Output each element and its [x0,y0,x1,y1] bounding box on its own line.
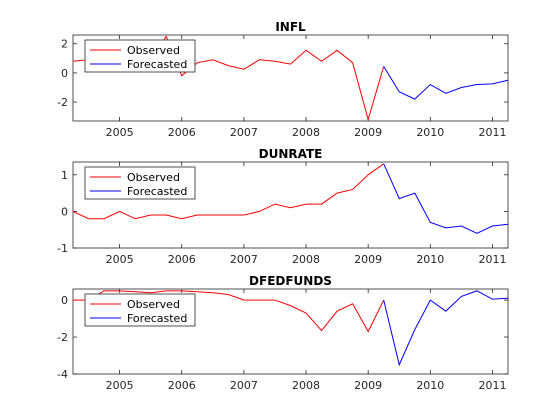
legend-label: Forecasted [127,58,187,71]
x-tick-label: 2008 [292,253,320,266]
x-tick-label: 2010 [416,253,444,266]
legend-label: Observed [127,44,180,57]
legend-box [84,39,196,73]
y-tick-label: -2 [57,96,68,109]
legend-label: Forecasted [127,185,187,198]
x-tick-label: 2009 [354,126,382,139]
x-tick-label: 2005 [106,253,134,266]
subplot-title: DUNRATE [259,147,323,161]
y-tick-label: -4 [57,368,68,381]
x-tick-label: 2011 [478,126,506,139]
subplot-title: INFL [275,20,306,34]
series-line-forecasted [383,66,508,100]
y-tick-label: 1 [61,169,68,182]
x-tick-label: 2008 [292,379,320,392]
legend-box [84,293,196,327]
subplot-2: DUNRATE 2005 2006 2007 2008 2009 2010 2011 1 0 -1 O… [57,147,509,266]
y-tick-label: 0 [61,294,68,307]
x-tick-label: 2007 [230,253,258,266]
legend-box [84,166,196,200]
legend-label: Observed [127,171,180,184]
subplot-title: DFEDFUNDS [249,274,332,288]
x-tick-label: 2009 [354,379,382,392]
series-line-observed [73,290,385,333]
y-tick-label: -1 [57,242,68,255]
legend-label: Forecasted [127,312,187,325]
series-line-forecasted [383,163,508,234]
x-tick-label: 2007 [230,126,258,139]
series-line-observed [73,163,384,220]
x-tick-label: 2006 [168,253,196,266]
x-tick-label: 2005 [106,126,134,139]
subplot-1: INFL 2005 2006 2007 2008 2009 2010 2011 2 0 -2 Obse… [57,20,509,139]
subplot-3: DFEDFUNDS 2005 2006 2007 2008 2009 2010 2011 0 -2… [57,274,509,392]
y-tick-label: -2 [57,331,68,344]
x-tick-label: 2011 [478,379,506,392]
x-tick-label: 2009 [354,253,382,266]
y-tick-label: 0 [61,67,68,80]
series-line-forecasted [383,290,508,367]
x-tick-label: 2005 [106,379,134,392]
x-tick-label: 2010 [416,126,444,139]
x-tick-label: 2010 [416,379,444,392]
x-tick-label: 2007 [230,379,258,392]
legend-label: Observed [127,298,180,311]
x-tick-label: 2008 [292,126,320,139]
y-tick-label: 2 [61,38,68,51]
x-tick-label: 2006 [168,379,196,392]
x-tick-label: 2006 [168,126,196,139]
y-tick-label: 0 [61,205,68,218]
x-tick-label: 2011 [478,253,506,266]
